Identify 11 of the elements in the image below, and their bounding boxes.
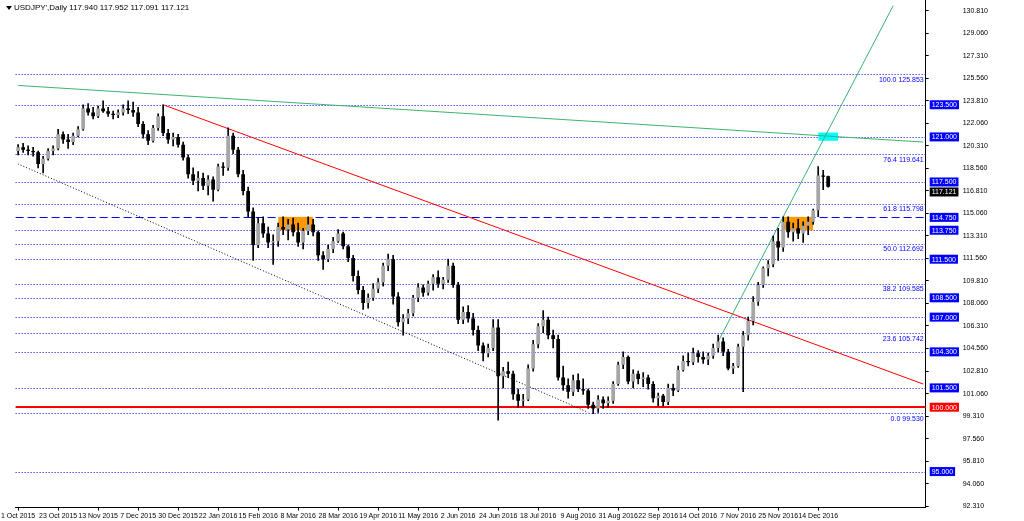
candlestick: [741, 330, 746, 393]
candlestick: [541, 310, 546, 333]
chart-title: USDJPY',Daily 117.940 117.952 117.091 117.121: [14, 3, 190, 13]
candlestick: [281, 216, 286, 236]
candlestick: [551, 329, 556, 349]
candlestick: [776, 227, 781, 261]
candlestick: [806, 216, 811, 236]
candlestick: [796, 218, 801, 239]
candlestick: [321, 251, 326, 270]
candlestick: [506, 361, 511, 378]
candlestick: [701, 351, 706, 364]
